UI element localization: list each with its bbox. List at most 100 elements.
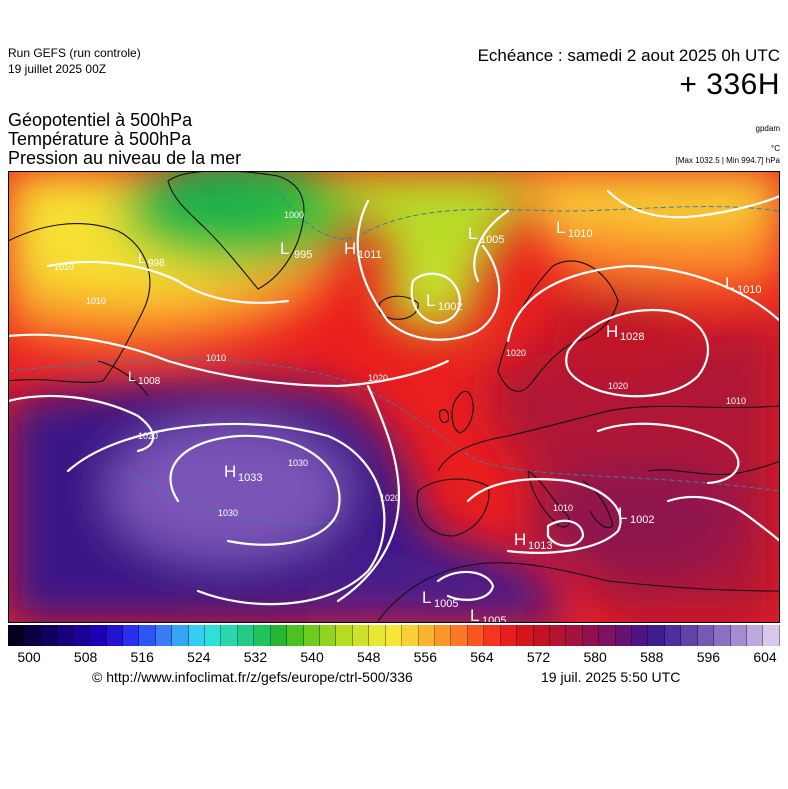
run-title: Run GEFS (run controle) [8, 46, 141, 60]
svg-text:H: H [344, 239, 356, 258]
svg-text:998: 998 [148, 258, 165, 269]
isobar-label: 1010 [553, 503, 573, 513]
low-centre: L 1010 [556, 218, 592, 240]
colorbar-tick-label: 540 [300, 649, 324, 665]
svg-text:L: L [725, 274, 734, 293]
low-centre: L 998 [138, 250, 165, 269]
colorbar-ticks: 500 508 516 524 532 540 548 556 564 572 580 588 596 6… [8, 649, 780, 667]
issued-time: 19 juil. 2025 5:50 UTC [541, 669, 681, 685]
colorbar-swatch [237, 625, 255, 646]
colorbar-swatch [402, 625, 419, 646]
weather-map: 1010 1010 1010 1010 1020 1020 1020 1020 … [8, 171, 780, 623]
colorbar-tick-label: 572 [526, 649, 551, 665]
map-frame [8, 171, 780, 623]
svg-text:1010: 1010 [737, 284, 761, 296]
high-centre: H 1011 [344, 239, 382, 261]
svg-text:1002: 1002 [438, 301, 462, 313]
isobar-labels: 1010 1010 1010 1010 1020 1020 1020 1020 … [54, 210, 746, 518]
isobar-label: 1030 [218, 508, 238, 518]
low-centre: L 1005 [470, 606, 506, 623]
unit-geopotential: gpdam [755, 124, 780, 133]
colorbar-swatch [369, 625, 386, 646]
parameter-temperature: Température à 500hPa [8, 129, 192, 149]
colorbar-tick-label: 564 [470, 649, 494, 665]
isobar-label: 1020 [380, 493, 400, 503]
svg-text:L: L [422, 588, 431, 607]
colorbar-swatch [632, 625, 649, 646]
colorbar-swatch [106, 625, 123, 646]
colorbar-swatch [287, 625, 304, 646]
isobars [8, 189, 780, 606]
colorbar-swatch [517, 625, 534, 646]
isobar-label: 1000 [284, 210, 304, 220]
pressure-centres: H 1033 H 1028 H 1013 H 1011 L 1010 [128, 218, 761, 623]
svg-text:L: L [426, 291, 435, 310]
colorbar-swatch [320, 625, 337, 646]
colorbar-swatch [582, 625, 600, 646]
parameter-pressure: Pression au niveau de la mer [8, 148, 242, 168]
isobar-label: 1030 [288, 458, 308, 468]
svg-text:L: L [128, 368, 136, 384]
colorbar-swatch [746, 625, 764, 646]
svg-text:L: L [468, 224, 477, 243]
colorbar-swatch [599, 625, 616, 646]
unit-temperature: °C [771, 144, 780, 153]
colorbar-tick-label: 548 [357, 649, 381, 665]
isobar-label: 1010 [206, 353, 226, 363]
colorbar-swatch [254, 625, 271, 646]
isobar-label: 1020 [368, 373, 388, 383]
colorbar-swatch [714, 625, 731, 646]
low-centre: L 1005 [468, 224, 504, 246]
colorbar-swatch [205, 625, 222, 646]
isobar-label: 1020 [506, 348, 526, 358]
geopotential-colorbar [8, 625, 780, 646]
low-centre: L 995 [280, 239, 312, 261]
high-centre: H 1013 [514, 530, 552, 552]
colorbar-swatch [122, 625, 140, 646]
svg-text:1005: 1005 [482, 615, 506, 623]
colorbar-swatch [270, 625, 288, 646]
colorbar-tick-label: 516 [130, 649, 154, 665]
colorbar-swatch [549, 625, 567, 646]
low-centre: L 1002 [618, 504, 654, 526]
lead-time: + 336H [679, 68, 780, 101]
svg-text:1028: 1028 [620, 331, 644, 343]
colorbar-tick-label: 532 [243, 649, 268, 665]
svg-text:L: L [618, 504, 627, 523]
colorbar-swatch [385, 625, 403, 646]
colorbar-swatch [8, 625, 25, 646]
colorbar-swatch [615, 625, 633, 646]
colorbar-swatch [73, 625, 91, 646]
coastlines [8, 171, 780, 622]
high-centre: H 1028 [606, 322, 644, 343]
colorbar-swatch [336, 625, 353, 646]
colorbar-swatch [664, 625, 682, 646]
colorbar-swatch [730, 625, 747, 646]
svg-text:995: 995 [294, 249, 312, 261]
low-centre: L 1008 [128, 368, 161, 387]
svg-text:L: L [138, 250, 146, 266]
svg-text:L: L [556, 218, 565, 237]
svg-text:H: H [606, 322, 618, 341]
isobar-label: 1020 [608, 381, 628, 391]
colorbar-swatch [139, 625, 156, 646]
colorbar-swatch [90, 625, 107, 646]
colorbar-tick-label: 500 [17, 649, 41, 665]
colorbar-swatch [303, 625, 321, 646]
colorbar-tick-label: 588 [640, 649, 664, 665]
colorbar-tick-label: 556 [413, 649, 437, 665]
svg-text:1005: 1005 [434, 598, 458, 610]
colorbar-swatch [188, 625, 206, 646]
low-centre: L 1005 [422, 588, 458, 610]
svg-text:1005: 1005 [480, 234, 504, 246]
isobar-label: 1010 [86, 296, 106, 306]
colorbar-swatch [484, 625, 501, 646]
colorbar-swatch [533, 625, 550, 646]
colorbar-swatch [57, 625, 74, 646]
colorbar-tick-label: 596 [696, 649, 721, 665]
colorbar-tick-label: 580 [583, 649, 607, 665]
colorbar-swatch [467, 625, 485, 646]
colorbar-swatch [40, 625, 58, 646]
svg-text:H: H [514, 530, 526, 549]
